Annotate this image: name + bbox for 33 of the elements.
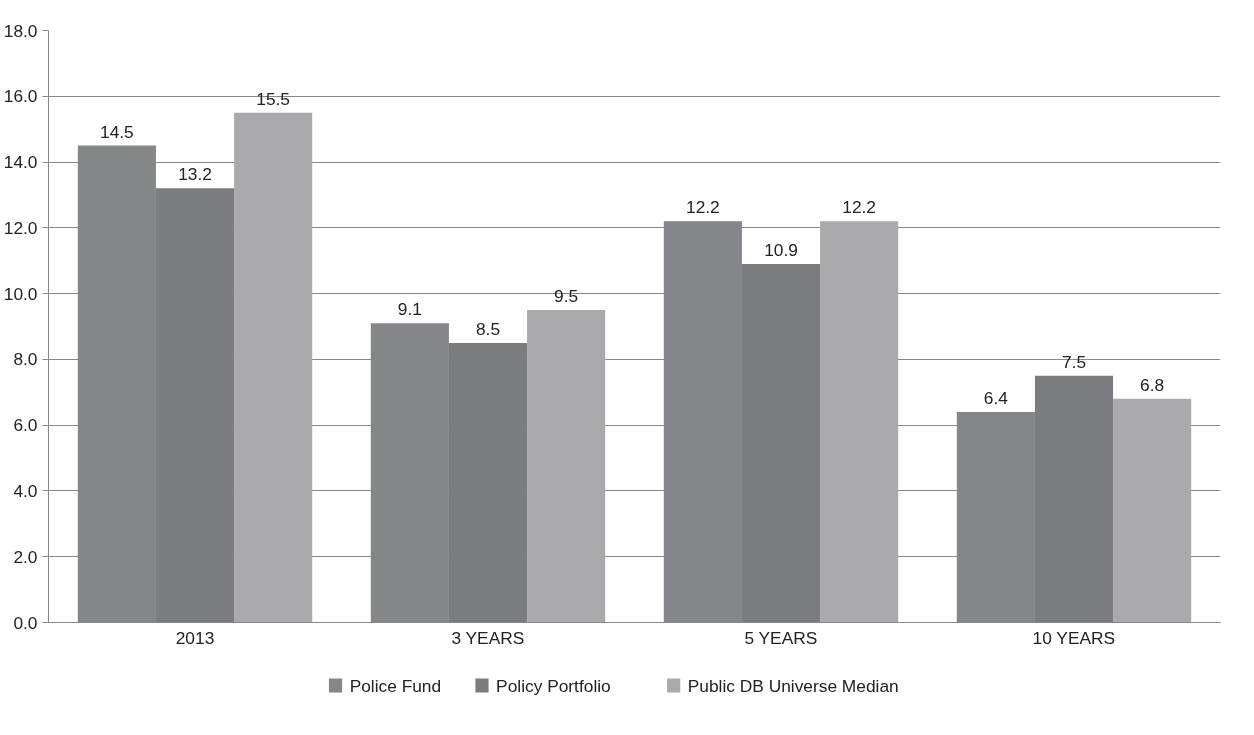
y-tick-label: 8.0	[13, 349, 38, 370]
legend-label: Public DB Universe Median	[687, 675, 899, 696]
x-tick-label: 2013	[175, 627, 215, 648]
x-tick-label: 5 YEARS	[744, 627, 818, 648]
y-tick-label: 0.0	[13, 612, 38, 633]
data-label: 6.4	[983, 388, 1009, 409]
y-tick-label: 4.0	[13, 480, 38, 501]
legend-label: Policy Portfolio	[496, 675, 611, 696]
data-label: 7.5	[1061, 351, 1087, 372]
data-label: 6.8	[1140, 374, 1165, 395]
data-label: 12.2	[842, 197, 876, 218]
data-label: 13.2	[178, 164, 212, 185]
data-label: 9.5	[554, 286, 579, 307]
y-tick-label: 12.0	[3, 217, 38, 238]
data-label: 9.1	[397, 299, 422, 320]
bar	[527, 310, 606, 623]
bar	[234, 112, 313, 623]
y-tick-label: 18.0	[3, 20, 38, 41]
data-label: 14.5	[100, 121, 134, 142]
x-tick-label: 10 YEARS	[1032, 627, 1116, 648]
y-tick-label: 10.0	[3, 283, 38, 304]
data-label: 10.9	[764, 240, 798, 261]
data-label: 15.5	[256, 88, 290, 109]
y-tick-label: 2.0	[13, 546, 38, 567]
data-label: 8.5	[475, 318, 501, 339]
legend-label: Police Fund	[349, 675, 442, 696]
y-tick-label: 6.0	[13, 415, 38, 436]
data-label: 12.2	[686, 197, 720, 218]
bar	[1113, 398, 1192, 623]
x-tick-label: 3 YEARS	[451, 627, 525, 648]
y-tick-label: 14.0	[3, 152, 38, 173]
bar	[820, 221, 899, 623]
y-tick-label: 16.0	[3, 86, 38, 107]
